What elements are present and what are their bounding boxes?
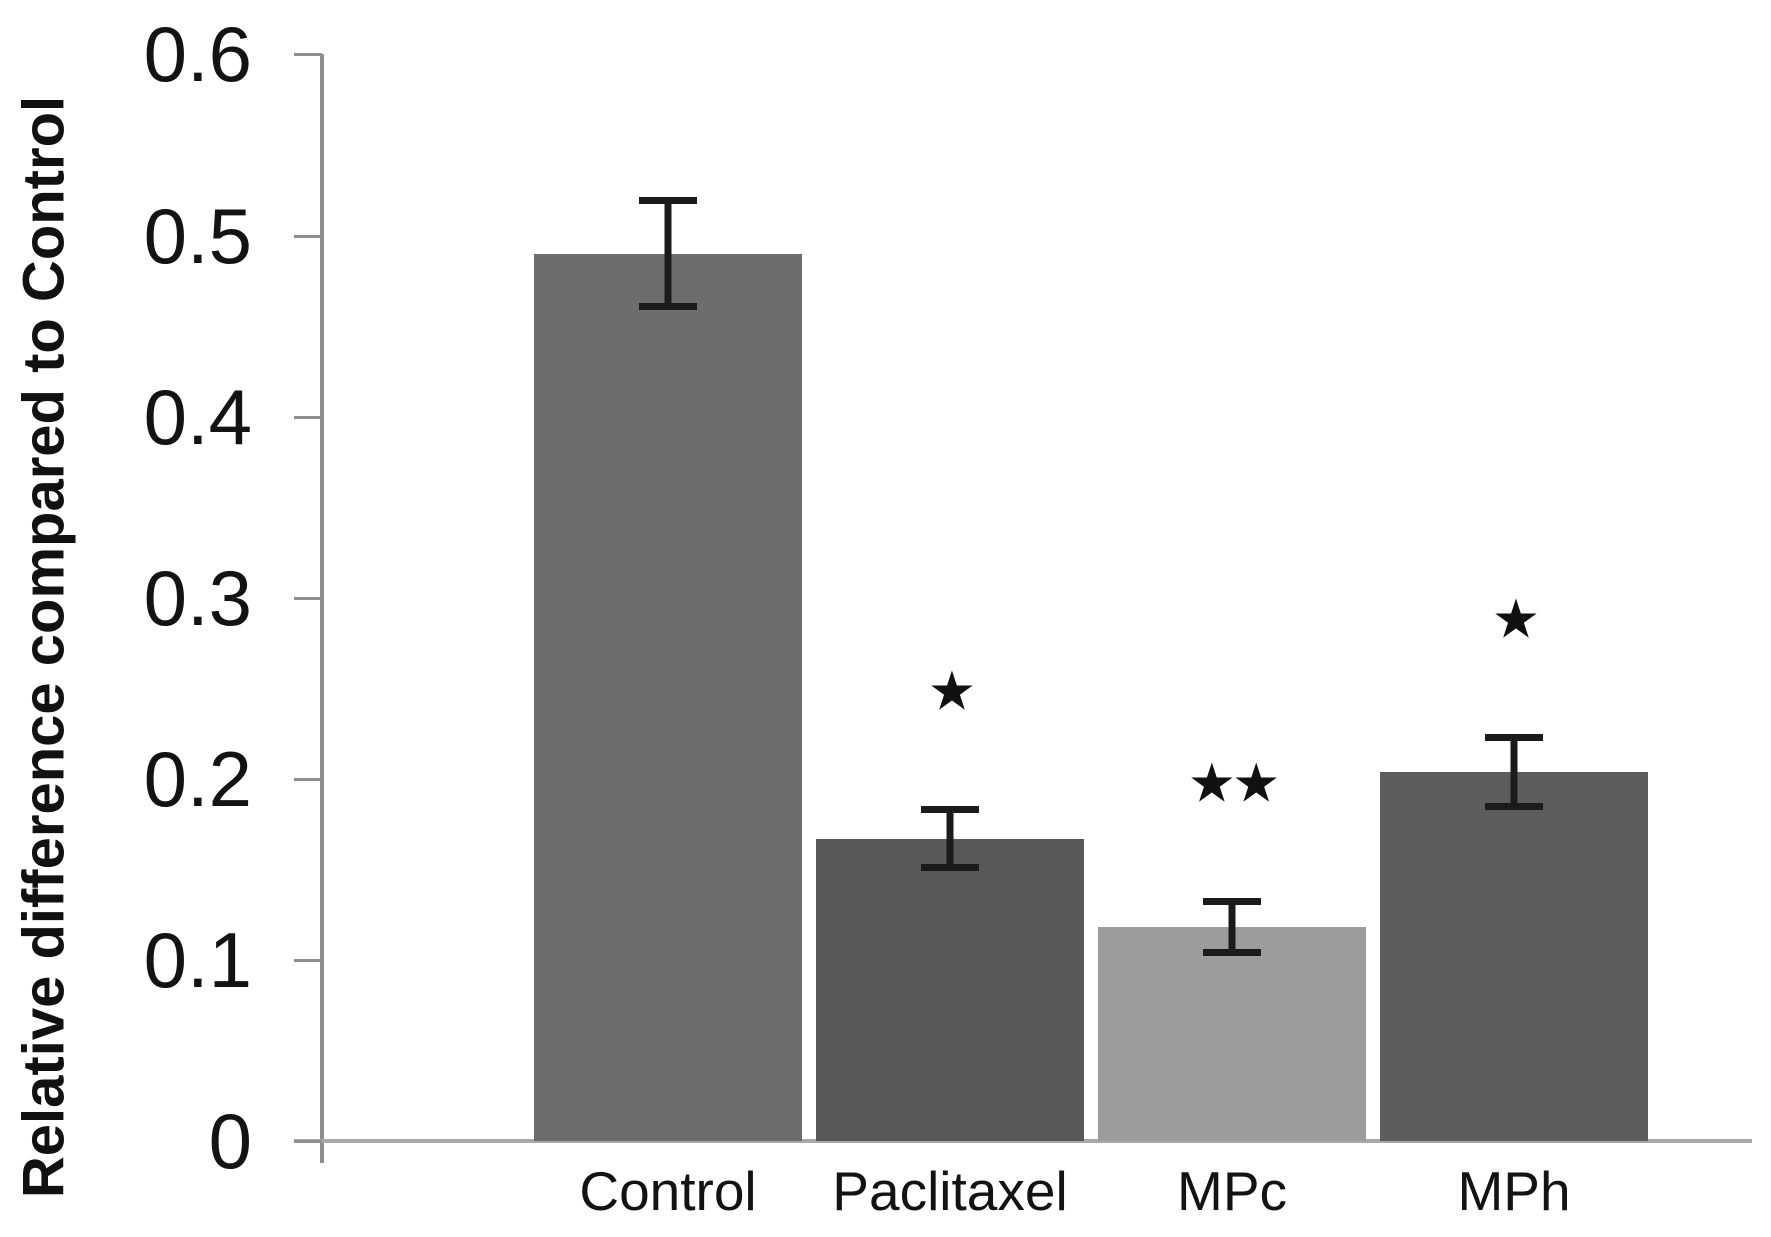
error-bar-cap-bottom-control	[639, 302, 697, 310]
y-tick-label-0.1: 0.1	[143, 915, 252, 1004]
error-bar-line-paclitaxel	[946, 805, 954, 872]
bar-mpc	[1098, 927, 1366, 1141]
significance-marker-paclitaxel: ★	[927, 659, 976, 723]
error-bar-cap-bottom-mph	[1485, 802, 1543, 810]
error-bar-cap-top-mpc	[1203, 898, 1261, 906]
y-tick-mark-0.5	[294, 234, 322, 238]
x-tick-label-mpc: MPc	[1177, 1160, 1287, 1222]
y-tick-mark-0.4	[294, 415, 322, 419]
y-tick-label-0.4: 0.4	[143, 372, 252, 461]
y-tick-label-0.5: 0.5	[143, 191, 252, 280]
y-tick-mark-0.2	[294, 777, 322, 781]
y-tick-mark-0.3	[294, 596, 322, 600]
error-bar-mpc	[1203, 898, 1261, 957]
x-axis-line	[294, 1139, 1752, 1143]
y-tick-label-0.2: 0.2	[143, 734, 252, 823]
y-tick-mark-0	[294, 1140, 322, 1143]
x-tick-label-mph: MPh	[1457, 1160, 1571, 1222]
y-tick-label-0.6: 0.6	[143, 10, 252, 99]
y-tick-label-0.3: 0.3	[143, 553, 252, 642]
error-bar-cap-bottom-paclitaxel	[921, 864, 979, 872]
error-bar-mph	[1485, 733, 1543, 810]
error-bar-cap-top-control	[639, 197, 697, 205]
x-tick-label-control: Control	[579, 1160, 757, 1222]
bar-paclitaxel	[816, 838, 1084, 1141]
error-bar-line-control	[664, 197, 672, 310]
x-tick-label-paclitaxel: Paclitaxel	[832, 1160, 1068, 1222]
error-bar-line-mpc	[1228, 898, 1236, 957]
y-axis-line	[320, 54, 324, 1163]
error-bar-line-mph	[1510, 733, 1518, 810]
error-bar-cap-bottom-mpc	[1203, 949, 1261, 957]
significance-marker-mpc: ★★	[1187, 751, 1281, 815]
y-tick-mark-0.1	[294, 958, 322, 962]
y-tick-label-0: 0	[208, 1097, 252, 1185]
error-bar-cap-top-mph	[1485, 733, 1543, 741]
y-tick-mark-0.6	[294, 53, 322, 57]
error-bar-cap-top-paclitaxel	[921, 805, 979, 813]
error-bar-paclitaxel	[921, 805, 979, 872]
bar-mph	[1380, 771, 1648, 1141]
significance-marker-mph: ★	[1491, 587, 1540, 651]
error-bar-control	[639, 197, 697, 310]
bar-control	[534, 253, 802, 1141]
